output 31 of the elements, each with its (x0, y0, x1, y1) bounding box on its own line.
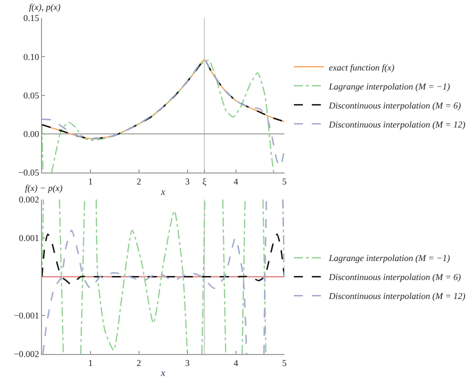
x-tick-label: 5 (282, 176, 288, 186)
x-tick-label: 2 (136, 358, 142, 368)
y-tick-label: 0.001 (18, 233, 40, 244)
legend-label: Discontinuous interpolation (M = 12) (328, 291, 466, 302)
legend-label: Lagrange interpolation (M = −1) (328, 253, 450, 264)
y-tick-label: 0.15 (23, 13, 40, 24)
x-axis-title: x (160, 186, 166, 198)
y-tick-label: 0.00 (23, 129, 40, 140)
x-tick-label: 4 (234, 176, 239, 186)
x-tick-label: 1 (88, 176, 93, 186)
x-tick-label: 3 (185, 176, 190, 186)
x-axis-title: x (160, 368, 166, 379)
y-tick-label: 0.002 (18, 194, 40, 205)
y-tick-label: 0.05 (23, 90, 40, 100)
x-tick-label: 2 (136, 176, 142, 186)
x-tick-label: 3 (185, 358, 190, 368)
legend-label: Lagrange interpolation (M = −1) (328, 81, 450, 92)
x-tick-label: ξ (202, 176, 206, 186)
y-tick-label: −0.002 (14, 349, 40, 360)
y-tick-label: −0.05 (18, 168, 40, 178)
x-tick-label: 5 (282, 358, 288, 368)
y-tick-label: 0.10 (23, 52, 40, 62)
x-tick-label: 1 (88, 358, 93, 368)
legend-label: exact function f(x) (328, 62, 394, 72)
x-tick-label: 4 (234, 358, 239, 368)
y-tick-label: −0.001 (14, 310, 40, 321)
y-axis-title: f(x), p(x) (29, 2, 60, 12)
legend-label: Discontinuous interpolation (M = 12) (328, 119, 466, 130)
legend-label: Discontinuous interpolation (M = 6) (328, 100, 461, 110)
y-axis-title: f(x) − p(x) (25, 183, 63, 193)
legend-label: Discontinuous interpolation (M = 6) (328, 272, 461, 282)
